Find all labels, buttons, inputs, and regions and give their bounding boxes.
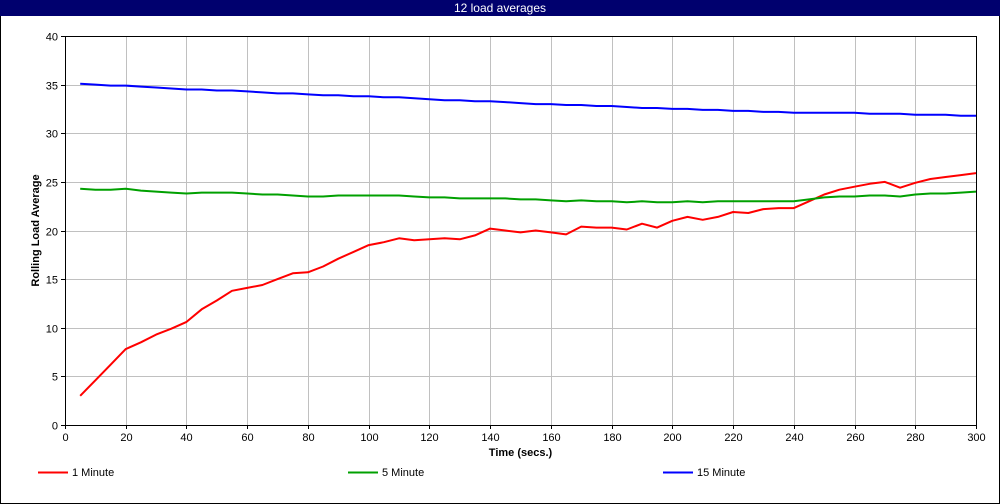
plot-area: [65, 36, 976, 425]
y-tick-label: 0: [52, 421, 58, 433]
x-tick-label: 80: [302, 432, 314, 444]
y-tick-label: 25: [46, 178, 58, 190]
series-line-2: [80, 187, 977, 204]
y-tick-label: 35: [46, 81, 58, 93]
x-axis-title: Time (secs.): [489, 447, 553, 459]
series-line-1: [79, 172, 977, 397]
y-tick-label: 20: [46, 227, 58, 239]
x-tick-label: 120: [420, 432, 438, 444]
x-tick-label: 200: [663, 432, 681, 444]
series-line-3: [80, 82, 976, 117]
x-tick-label: 100: [360, 432, 378, 444]
y-tick-label: 15: [46, 275, 58, 287]
x-tick-label: 280: [906, 432, 924, 444]
x-tick-label: 260: [846, 432, 864, 444]
legend-label: 15 Minute: [697, 467, 745, 479]
chart-title: 12 load averages: [0, 0, 1000, 16]
x-tick-label: 20: [120, 432, 132, 444]
legend-label: 1 Minute: [72, 467, 114, 479]
series-lines: [79, 82, 977, 397]
legend: 1 Minute 5 Minute 15 Minute: [38, 467, 745, 479]
x-tick-label: 220: [724, 432, 742, 444]
plot-border: [65, 36, 977, 426]
x-tick-label: 140: [481, 432, 499, 444]
y-tick-label: 40: [46, 32, 58, 44]
x-tick-label: 160: [542, 432, 560, 444]
y-tick-label: 30: [46, 129, 58, 141]
y-tick-label: 10: [46, 324, 58, 336]
x-tick-label: 60: [241, 432, 253, 444]
axis-ticks: 0 20 40 60 80 100 120 140 160 180 200 220 240 260 280 3…: [46, 32, 986, 445]
y-axis-title: Rolling Load Average: [30, 174, 42, 286]
y-tick-label: 5: [52, 372, 58, 384]
x-tick-label: 300: [967, 432, 985, 444]
legend-label: 5 Minute: [382, 467, 424, 479]
x-tick-label: 40: [180, 432, 192, 444]
x-tick-label: 0: [62, 432, 68, 444]
x-tick-label: 240: [785, 432, 803, 444]
x-tick-label: 180: [603, 432, 621, 444]
